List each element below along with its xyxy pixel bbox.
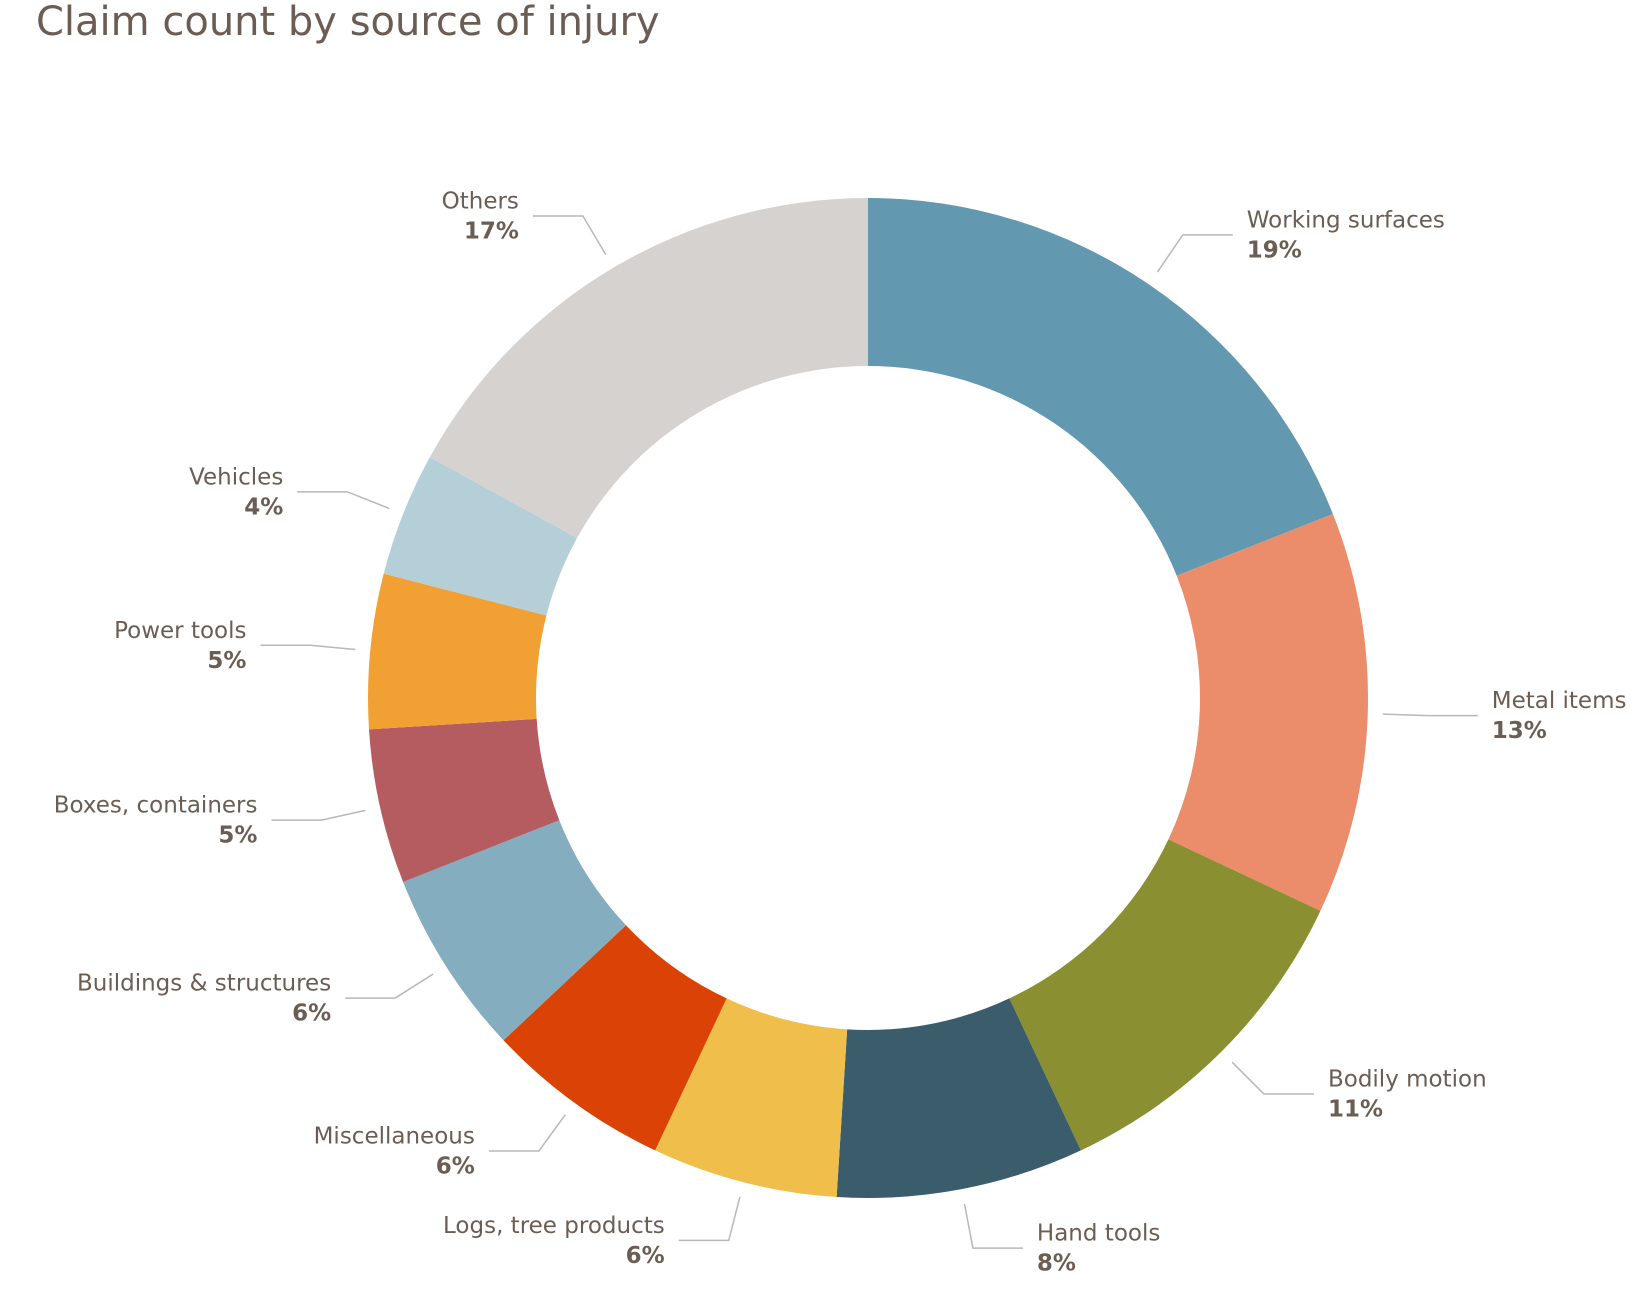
donut-slice	[1009, 839, 1321, 1151]
slice-label: Power tools	[114, 618, 246, 644]
chart-title: Claim count by source of injury	[36, 0, 660, 45]
slice-label: Vehicles	[189, 464, 283, 490]
slice-label: Buildings & structures	[77, 971, 331, 997]
leader-line	[1382, 713, 1478, 717]
donut-slice	[1168, 513, 1368, 911]
donut-slice	[836, 998, 1081, 1198]
data-label: 4%	[244, 494, 283, 520]
donut-slice	[368, 718, 560, 883]
data-label: 19%	[1247, 237, 1302, 263]
leader-line	[488, 1114, 566, 1152]
donut-slice	[383, 457, 578, 616]
leader-line	[1231, 1061, 1314, 1095]
data-label: 11%	[1328, 1096, 1383, 1122]
leader-line	[963, 1203, 1023, 1249]
slice-label: Bodily motion	[1328, 1066, 1487, 1092]
data-label: 6%	[436, 1154, 475, 1180]
slice-label: Boxes, containers	[54, 793, 258, 819]
data-label: 13%	[1492, 718, 1547, 744]
data-label: 5%	[207, 648, 246, 674]
leader-line	[532, 215, 607, 256]
slice-label: Metal items	[1492, 688, 1627, 714]
slice-label: Working surfaces	[1247, 207, 1445, 233]
donut-slice	[503, 925, 727, 1151]
data-label: 5%	[218, 823, 257, 849]
slice-label: Others	[442, 188, 519, 214]
donut-slice	[655, 998, 848, 1198]
leader-line	[271, 809, 366, 821]
leader-line	[297, 491, 390, 510]
donut-slice	[403, 820, 626, 1041]
slice-label: Logs, tree products	[443, 1213, 665, 1239]
donut-slice	[429, 198, 868, 539]
leader-line	[1156, 234, 1233, 273]
donut-slice	[868, 198, 1333, 576]
donut-slice	[368, 573, 547, 730]
slice-label: Hand tools	[1037, 1221, 1160, 1247]
slice-label: Miscellaneous	[314, 1124, 475, 1150]
data-label: 6%	[626, 1243, 665, 1269]
leader-line	[345, 973, 434, 999]
data-label: 6%	[292, 1001, 331, 1027]
leader-line	[678, 1196, 741, 1242]
data-label: 17%	[464, 218, 519, 244]
leader-line	[260, 644, 356, 651]
data-label: 8%	[1037, 1251, 1076, 1277]
